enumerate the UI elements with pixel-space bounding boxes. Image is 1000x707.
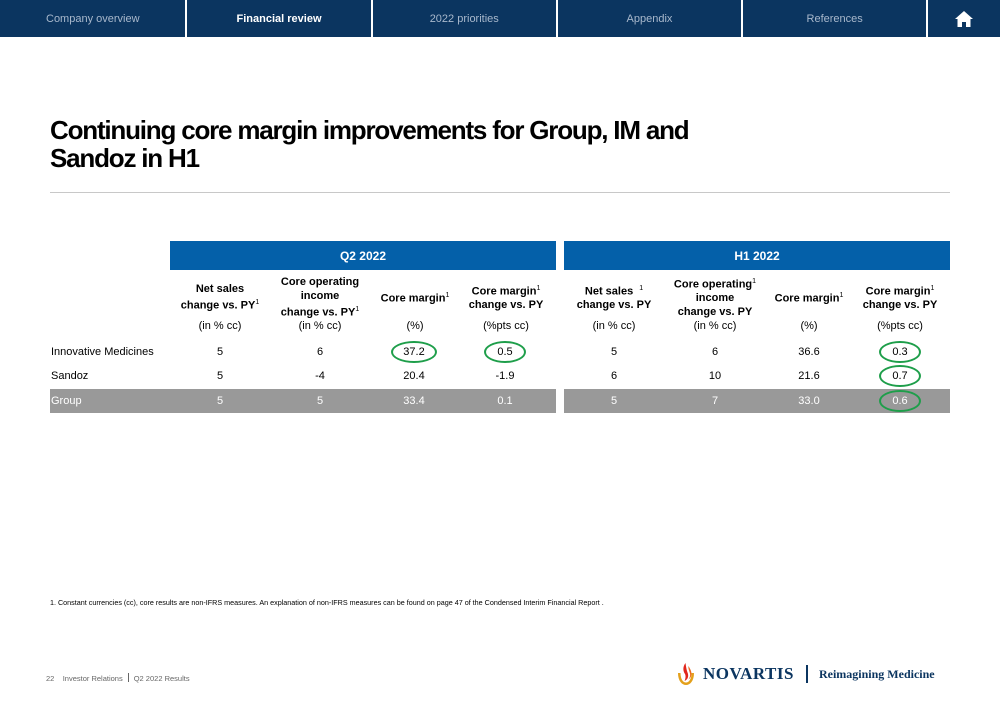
col-header-line: Core operating xyxy=(280,275,360,288)
col-header-line: change vs. PY xyxy=(677,306,753,319)
col-header-h1-core-op-income: Core operating1 income change vs. PY xyxy=(665,272,765,322)
tab-appendix[interactable]: Appendix xyxy=(558,0,744,37)
page-title: Continuing core margin improvements for … xyxy=(50,116,870,172)
novartis-flame-icon xyxy=(678,663,694,685)
col-header-h1-core-margin-change: Core margin1 change vs. PY xyxy=(850,272,950,322)
row-label-sandoz: Sandoz xyxy=(51,370,89,382)
highlight-ring xyxy=(879,390,921,412)
col-header-line: change vs. PY xyxy=(280,306,356,319)
table-cell: 20.4 xyxy=(403,370,425,382)
col-header-line: Core operating xyxy=(673,278,753,291)
table-cell: 5 xyxy=(216,346,224,358)
home-button[interactable] xyxy=(928,0,1000,37)
col-header-line: Core margin xyxy=(865,285,931,298)
row-label-innovative-medicines: Innovative Medicines xyxy=(51,346,154,358)
col-header-line: Core margin xyxy=(380,292,446,305)
group-row-bg-q2 xyxy=(50,389,556,413)
col-header-h1-core-margin: Core margin1 xyxy=(759,272,859,322)
brand-tagline: Reimagining Medicine xyxy=(818,666,935,681)
brand-name: NOVARTIS xyxy=(703,664,794,683)
footnote-marker: 1 xyxy=(255,298,260,306)
table-cell: 21.6 xyxy=(798,370,820,382)
highlight-ring xyxy=(879,341,921,363)
home-icon xyxy=(955,10,974,27)
footer-section: Investor Relations xyxy=(62,674,123,683)
highlight-ring xyxy=(484,341,526,363)
tab-financial-review[interactable]: Financial review xyxy=(187,0,373,37)
tab-company-overview[interactable]: Company overview xyxy=(0,0,188,37)
table-cell: 5 xyxy=(610,346,618,358)
footer-info: 22 Investor Relations Q2 2022 Results xyxy=(46,673,190,683)
col-header-line: income xyxy=(300,289,340,302)
col-header-line: change vs. PY xyxy=(576,299,652,312)
title-divider xyxy=(50,192,950,193)
footnote-marker: 1 xyxy=(355,305,360,313)
table-cell: 5 xyxy=(610,395,618,407)
col-header-line: income xyxy=(695,292,735,305)
tab-2022-priorities[interactable]: 2022 priorities xyxy=(373,0,558,37)
unit-label: (%) xyxy=(406,320,424,332)
q2-header-band: Q2 2022 xyxy=(170,241,556,270)
table-cell: 33.4 xyxy=(403,395,425,407)
tab-references[interactable]: References xyxy=(743,0,929,37)
unit-label: (in % cc) xyxy=(592,320,636,332)
table-cell: 0.7 xyxy=(892,370,908,382)
highlight-ring xyxy=(879,365,921,387)
col-header-q2-core-margin: Core margin1 xyxy=(365,272,465,322)
table-cell: 6 xyxy=(610,370,618,382)
table-cell: 6 xyxy=(711,346,719,358)
col-header-line: Net sales xyxy=(584,285,634,298)
table-cell: 36.6 xyxy=(798,346,820,358)
col-header-q2-core-margin-change: Core margin1 change vs. PY xyxy=(456,272,556,322)
footnote-marker: 1 xyxy=(445,291,450,299)
footnote-marker: 1 xyxy=(930,284,935,292)
unit-label: (in % cc) xyxy=(693,320,737,332)
footnote-marker: 1 xyxy=(839,291,844,299)
unit-label: (%) xyxy=(800,320,818,332)
table-cell: 0.5 xyxy=(497,346,513,358)
footnote: 1. Constant currencies (cc), core result… xyxy=(50,598,604,607)
col-header-line: change vs. PY xyxy=(468,299,544,312)
highlight-ring xyxy=(391,341,437,363)
footnote-marker: 1 xyxy=(536,284,541,292)
table-cell: 33.0 xyxy=(798,395,820,407)
table-cell: 37.2 xyxy=(403,346,425,358)
unit-label: (%pts cc) xyxy=(483,320,529,332)
footnote-marker: 1 xyxy=(752,277,757,285)
footnote-marker: 1 xyxy=(639,284,644,292)
table-cell: 5 xyxy=(216,370,224,382)
col-header-line: change vs. PY xyxy=(180,299,256,312)
table-cell: 0.3 xyxy=(892,346,908,358)
footer-doc-title: Q2 2022 Results xyxy=(133,674,190,683)
table-cell: 0.1 xyxy=(497,395,513,407)
table-cell: -4 xyxy=(315,370,325,382)
col-header-line: Core margin xyxy=(471,285,537,298)
unit-label: (%pts cc) xyxy=(877,320,923,332)
col-header-line: Core margin xyxy=(774,292,840,305)
row-label-group: Group xyxy=(51,395,82,407)
col-header-h1-net-sales: Net sales 1 change vs. PY xyxy=(564,272,664,322)
table-cell: 0.6 xyxy=(892,395,908,407)
page-number: 22 xyxy=(46,674,55,683)
h1-header-band: H1 2022 xyxy=(564,241,950,270)
novartis-logo: NOVARTIS Reimagining Medicine xyxy=(675,659,935,689)
col-header-q2-net-sales: Net sales change vs. PY1 xyxy=(170,272,270,322)
col-header-q2-core-op-income: Core operating income change vs. PY1 xyxy=(270,272,370,322)
brand-separator xyxy=(805,665,808,683)
page-title-line-1: Continuing core margin improvements for … xyxy=(50,115,690,145)
table-cell: 6 xyxy=(316,346,324,358)
table-cell: 5 xyxy=(316,395,324,407)
col-header-line: change vs. PY xyxy=(862,299,938,312)
footer-separator xyxy=(127,673,129,682)
unit-label: (in % cc) xyxy=(298,320,342,332)
page-title-line-2: Sandoz in H1 xyxy=(50,143,200,173)
unit-label: (in % cc) xyxy=(198,320,242,332)
top-nav: Company overview Financial review 2022 p… xyxy=(0,0,1000,37)
table-cell: 7 xyxy=(711,395,719,407)
table-cell: 10 xyxy=(708,370,722,382)
table-cell: 5 xyxy=(216,395,224,407)
col-header-line: Net sales xyxy=(195,282,245,295)
table-cell: -1.9 xyxy=(495,370,515,382)
